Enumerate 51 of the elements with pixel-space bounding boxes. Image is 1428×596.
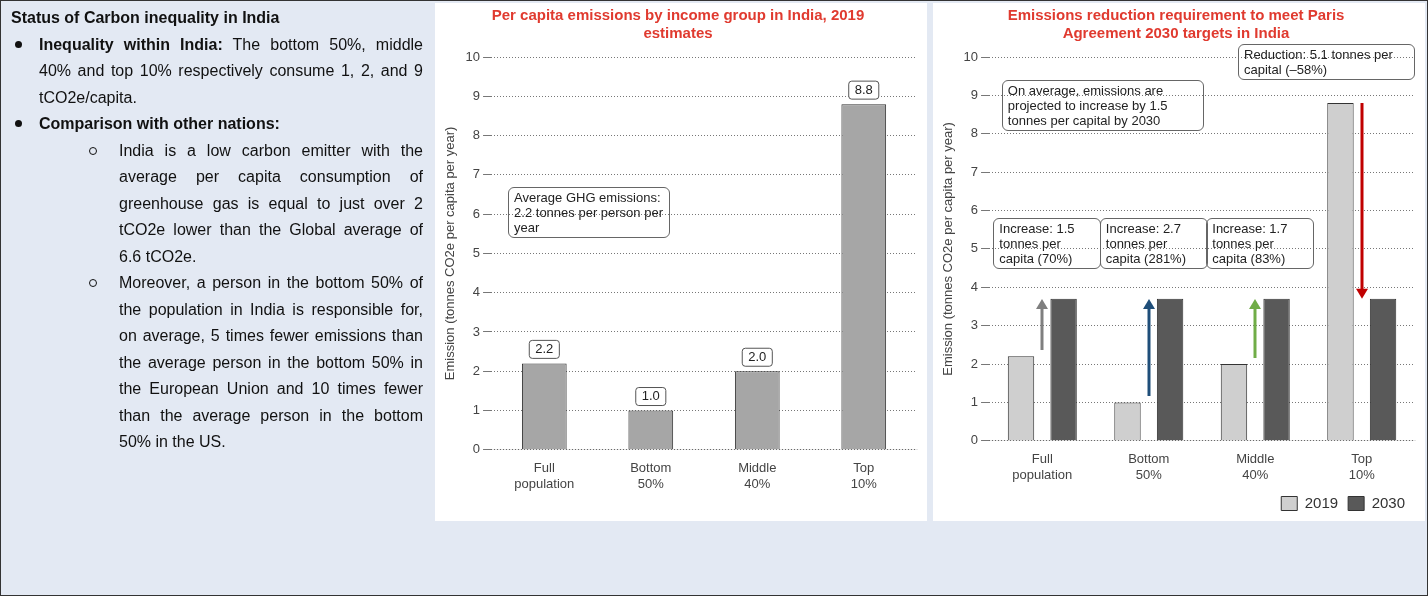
text: Moreover, a person in the bottom 50% of the population in India is responsible for, on average, 5 times fewer emissions than the average person in the bottom 50% in the European Union and 10 times fewer than the average person in the bottom 50% in the US. [119,274,423,450]
y-tick-label: 6 [970,202,979,218]
x-tick-label: Full population [514,460,575,491]
chart-title: Emissions reduction requirement to meet Paris Agreement 2030 targets in India [1007,6,1345,42]
y-tick-label: 8 [472,127,481,143]
x-tick-label: Top 10% [850,460,878,491]
y-axis-title: Emission (tonnes CO2e per capita per year) [940,122,956,376]
y-tick-label: 3 [472,323,481,339]
y-axis-title: Emission (tonnes CO2e per capita per year) [442,126,458,381]
data-label: 2.0 [748,348,767,364]
x-tick-label: Bottom 50% [630,460,672,491]
y-tick-label: 10 [963,48,979,64]
chart-title: Per capita emissions by income group in India, 2019 estimates [491,6,865,42]
text: Status of Carbon inequality in India [11,9,280,26]
text: Comparison with other nations: [39,115,280,132]
x-tick-label: Middle 40% [738,460,777,491]
annotation: Average GHG emissions: 2.2 tonnes per person per year [508,186,671,238]
y-tick-label: 2 [970,355,979,371]
y-tick-label: 4 [472,284,481,300]
annotation: Increase: 1.7 tonnes per capita (83%) [1206,218,1315,270]
x-tick-label: Middle 40% [1236,451,1275,482]
y-tick-label: 7 [970,163,979,179]
data-label: 2.2 [535,340,554,356]
y-tick-label: 10 [465,48,481,64]
x-tick-label: Bottom 50% [1128,451,1170,482]
text: India is a low carbon emitter with the average per capita consumption of greenhouse gas is equal to just over 2 tCO2e lower than the Global average of 6.6 tCO2e. [119,141,423,265]
y-tick-label: 2 [472,362,481,378]
x-tick-label: Full population [1012,451,1073,482]
y-tick-label: 4 [970,278,979,294]
data-label: 8.8 [854,81,873,97]
x-tick-label: Top 10% [1348,451,1376,482]
y-tick-label: 9 [472,87,481,103]
y-tick-label: 6 [472,205,481,221]
y-tick-label: 1 [472,402,481,418]
y-tick-label: 5 [970,240,979,256]
y-tick-label: 3 [970,317,979,333]
annotation: Increase: 2.7 tonnes per capita (281%) [1099,218,1208,270]
annotation: Increase: 1.5 tonnes per capita (70%) [993,218,1102,270]
annotation: On average, emissions are projected to increase by 1.5 tonnes per capital by 2030 [1001,80,1204,132]
y-tick-label: 8 [970,125,979,141]
y-tick-label: 0 [970,432,979,448]
y-tick-label: 0 [472,441,481,457]
y-tick-label: 1 [970,394,979,409]
legend-label: 2019 [1304,493,1339,511]
data-label: 1.0 [641,388,660,404]
y-tick-label: 5 [472,244,481,260]
annotation: Reduction: 5.1 tonnes per capital (–58%) [1238,43,1415,80]
y-tick-label: 9 [970,86,979,102]
legend-label: 2030 [1371,493,1406,511]
text: Inequality within India: The bottom 50%, middle 40% and top 10% respectively consume 1, 2, and 9 tCO2e/capita. [39,35,424,106]
y-tick-label: 7 [472,166,481,182]
